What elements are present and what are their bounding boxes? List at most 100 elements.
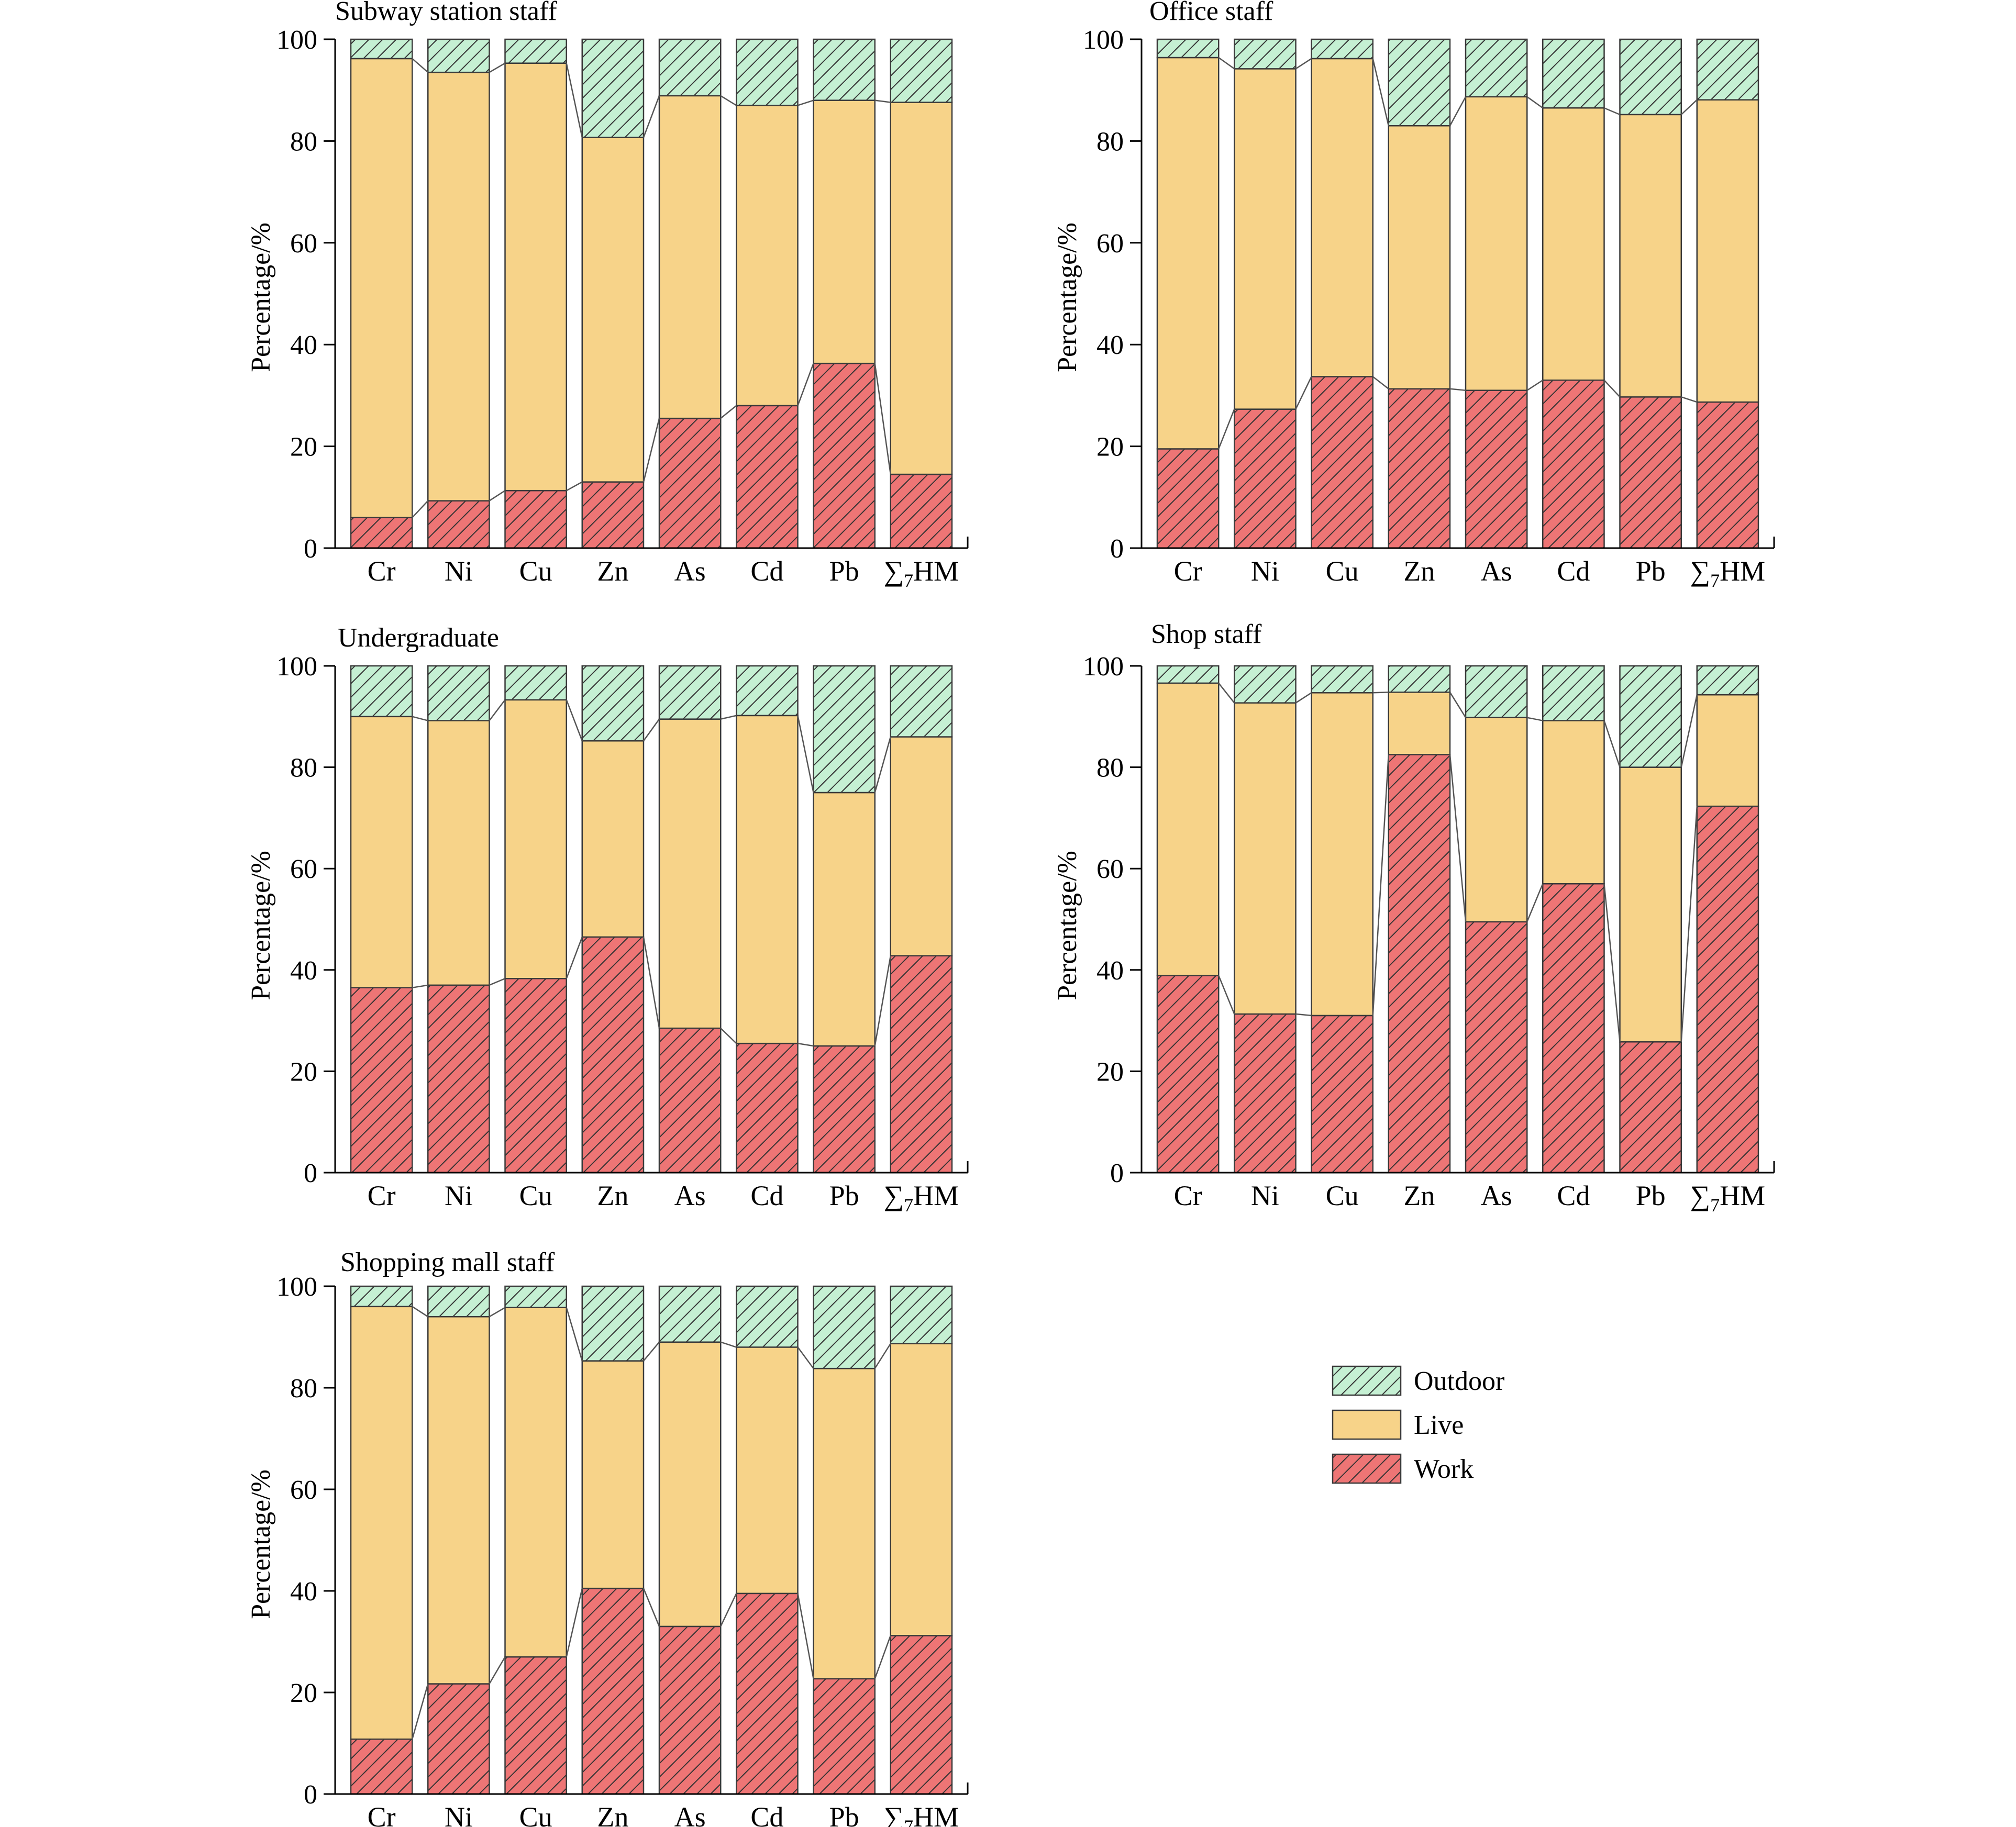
connector-live bbox=[489, 1307, 506, 1318]
legend-item-live: Live bbox=[1332, 1409, 1464, 1440]
bar-outdoor-cu bbox=[1311, 38, 1373, 60]
connector-work bbox=[797, 1042, 814, 1047]
bar-work-7hm bbox=[890, 1635, 953, 1795]
connector-work bbox=[1449, 388, 1466, 391]
x-tick-labels: Cr Ni Cu Zn As Cd Pb ∑7HM bbox=[1174, 1180, 1766, 1216]
connector-live bbox=[1295, 692, 1312, 704]
axes bbox=[334, 666, 969, 1174]
connector-live bbox=[412, 716, 428, 721]
connector-work bbox=[1295, 1013, 1312, 1017]
bar-outdoor-zn bbox=[1388, 38, 1451, 127]
connector-work bbox=[643, 937, 660, 1029]
bar-live-pb bbox=[813, 792, 876, 1047]
y-tick-label-100: 100 bbox=[1083, 25, 1124, 55]
y-ticks: 0 20 40 60 80 100 bbox=[1083, 652, 1142, 1188]
connectors bbox=[1218, 57, 1698, 449]
panel-shopping-mall-staff: Shopping mall staff Percentage/% 0 20 40 60… bbox=[246, 1247, 969, 1827]
bar-live-cr bbox=[1156, 57, 1220, 450]
x-tick-label-ni: Ni bbox=[445, 555, 473, 587]
connector-live bbox=[1603, 720, 1621, 767]
bar-work-7hm bbox=[1696, 401, 1759, 549]
y-tick-label-20: 20 bbox=[290, 1057, 317, 1087]
y-tick-label-60: 60 bbox=[290, 854, 317, 884]
connector-work bbox=[797, 363, 814, 406]
bar-outdoor-pb bbox=[813, 38, 876, 101]
bar-work-7hm bbox=[890, 473, 953, 549]
connector-work bbox=[874, 1635, 891, 1679]
bar-live-cr bbox=[350, 58, 413, 518]
connector-live bbox=[1372, 58, 1389, 126]
y-tick-label-20: 20 bbox=[1096, 432, 1124, 462]
connector-live bbox=[1218, 683, 1235, 704]
connector-work bbox=[1526, 380, 1543, 391]
bar-work-as bbox=[658, 1027, 722, 1174]
legend-swatch-outdoor bbox=[1332, 1365, 1402, 1396]
panel-title: Shop staff bbox=[1151, 619, 1262, 649]
bar-live-cd bbox=[736, 715, 799, 1044]
connectors bbox=[1218, 683, 1698, 1042]
bar-live-pb bbox=[1619, 114, 1682, 398]
connector-work bbox=[566, 481, 583, 492]
connector-live bbox=[797, 1346, 814, 1369]
bar-outdoor-as bbox=[1465, 38, 1528, 98]
bar-work-as bbox=[658, 1625, 722, 1795]
connector-live bbox=[1295, 58, 1312, 70]
x-tick-labels: Cr Ni Cu Zn As Cd Pb ∑7HM bbox=[368, 555, 959, 591]
y-tick-label-80: 80 bbox=[1096, 127, 1124, 157]
x-tick-label-cu: Cu bbox=[519, 1180, 552, 1211]
bar-work-cd bbox=[736, 405, 799, 549]
y-tick-label-100: 100 bbox=[1083, 652, 1124, 682]
connector-live bbox=[643, 1341, 660, 1362]
legend-swatch-live bbox=[1332, 1409, 1402, 1440]
bar-live-cu bbox=[504, 699, 567, 979]
x-tick-label-7hm: ∑7HM bbox=[1690, 1180, 1766, 1216]
connector-live bbox=[1526, 96, 1543, 109]
connector-work bbox=[1218, 409, 1235, 449]
bar-outdoor-cd bbox=[736, 665, 799, 717]
bar-live-zn bbox=[1388, 125, 1451, 390]
legend-label-work: Work bbox=[1414, 1454, 1474, 1484]
connector-work bbox=[1680, 806, 1698, 1042]
connector-work bbox=[412, 984, 428, 988]
x-tick-label-cu: Cu bbox=[519, 555, 552, 587]
x-tick-label-zn: Zn bbox=[597, 1180, 628, 1211]
x-tick-label-zn: Zn bbox=[1403, 1180, 1435, 1211]
y-tick-label-40: 40 bbox=[1096, 330, 1124, 360]
connector-live bbox=[797, 99, 814, 106]
connector-live bbox=[643, 718, 660, 741]
bar-outdoor-7hm bbox=[890, 38, 953, 103]
bar-work-ni bbox=[1234, 408, 1297, 549]
connectors bbox=[412, 699, 891, 1047]
y-axis-label: Percentage/% bbox=[1053, 222, 1082, 372]
bar-live-zn bbox=[581, 740, 645, 938]
y-tick-label-40: 40 bbox=[290, 330, 317, 360]
axes bbox=[1140, 39, 1775, 549]
panel-subway-station-staff: Subway station staff Percentage/% 0 20 40 6… bbox=[246, 0, 969, 591]
connector-work bbox=[797, 1593, 814, 1679]
connector-live bbox=[1372, 692, 1389, 694]
x-tick-label-cd: Cd bbox=[750, 555, 783, 587]
bar-live-cr bbox=[1156, 682, 1220, 976]
connector-work bbox=[489, 978, 505, 986]
y-ticks: 0 20 40 60 80 100 bbox=[276, 652, 335, 1188]
bar-outdoor-7hm bbox=[1696, 38, 1759, 101]
connector-work bbox=[720, 1593, 737, 1627]
panel-shop-staff: Shop staff Percentage/% 0 20 40 60 80 100 Cr N… bbox=[1053, 619, 1775, 1216]
connector-live bbox=[566, 63, 583, 138]
panel-title: Office staff bbox=[1149, 0, 1273, 26]
bar-work-as bbox=[1465, 921, 1528, 1174]
connector-live bbox=[1527, 717, 1543, 721]
bar-outdoor-pb bbox=[1619, 38, 1682, 116]
connector-work bbox=[1603, 884, 1621, 1042]
legend: Outdoor Live Work bbox=[1332, 1365, 1504, 1484]
bar-live-ni bbox=[427, 720, 490, 986]
x-tick-label-7hm: ∑7HM bbox=[884, 1801, 959, 1827]
bar-work-pb bbox=[1619, 396, 1682, 549]
x-tick-label-ni: Ni bbox=[1251, 1180, 1279, 1211]
bar-live-cu bbox=[1311, 58, 1373, 377]
bars bbox=[1156, 665, 1759, 1174]
bar-live-ni bbox=[427, 1316, 490, 1685]
bar-work-as bbox=[658, 417, 722, 549]
bar-live-cd bbox=[1542, 720, 1605, 885]
connector-work bbox=[874, 955, 891, 1046]
